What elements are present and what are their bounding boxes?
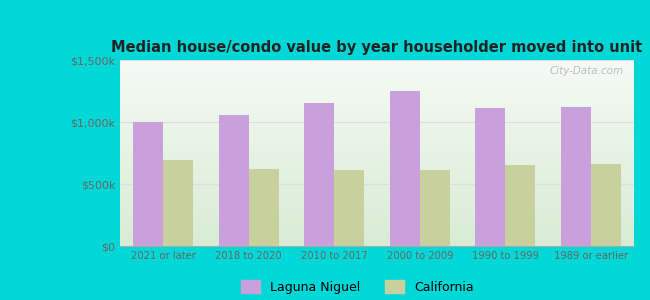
- Bar: [249, 169, 279, 246]
- Bar: [561, 106, 591, 246]
- Bar: [133, 122, 163, 246]
- Bar: [304, 103, 334, 246]
- Bar: [475, 108, 506, 246]
- Bar: [163, 160, 193, 246]
- Bar: [390, 91, 420, 246]
- Bar: [420, 170, 450, 246]
- Legend: Laguna Niguel, California: Laguna Niguel, California: [241, 280, 474, 294]
- Bar: [591, 164, 621, 246]
- Bar: [334, 170, 364, 246]
- Title: Median house/condo value by year householder moved into unit: Median house/condo value by year househo…: [111, 40, 643, 55]
- Bar: [218, 115, 249, 246]
- Bar: [506, 165, 536, 246]
- Text: City-Data.com: City-Data.com: [549, 66, 623, 76]
